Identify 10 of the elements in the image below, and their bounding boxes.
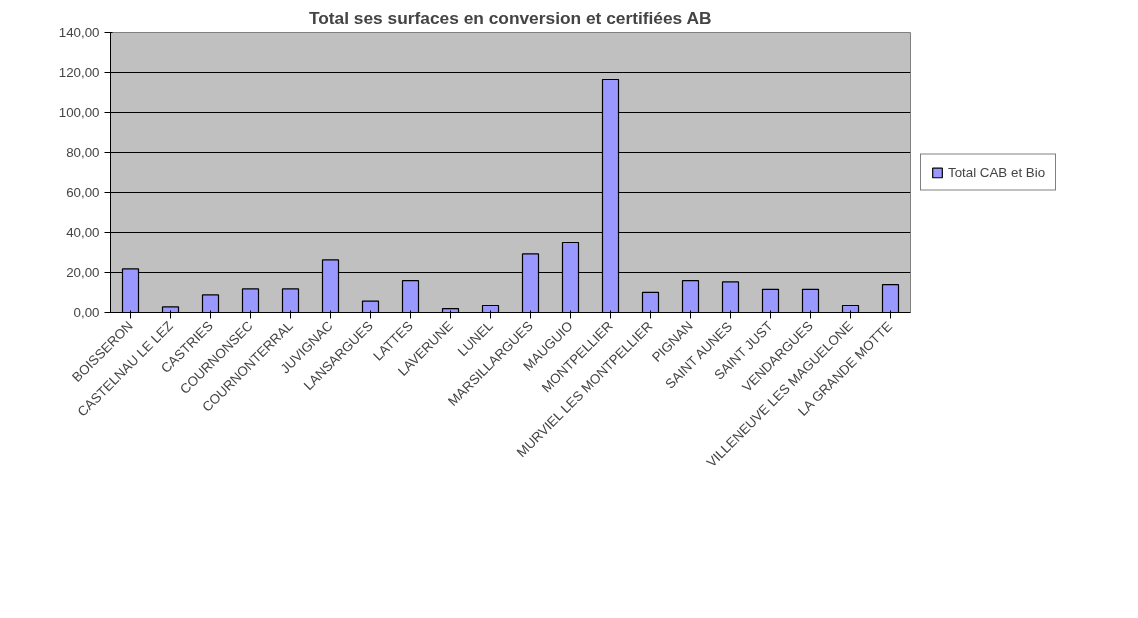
y-tick-label: 140,00 — [58, 25, 100, 40]
chart-title: Total ses surfaces en conversion et certifiées AB — [308, 7, 712, 28]
y-tick-label: 100,00 — [58, 105, 100, 120]
y-tick-label: 80,00 — [66, 145, 100, 160]
y-tick-label: 0,00 — [73, 305, 100, 320]
y-tick-label: 40,00 — [66, 225, 100, 240]
y-tick-label: 20,00 — [66, 265, 100, 280]
legend-label: Total CAB et Bio — [948, 164, 1046, 180]
y-tick-label: 120,00 — [58, 65, 100, 80]
y-tick-label: 60,00 — [66, 185, 100, 200]
